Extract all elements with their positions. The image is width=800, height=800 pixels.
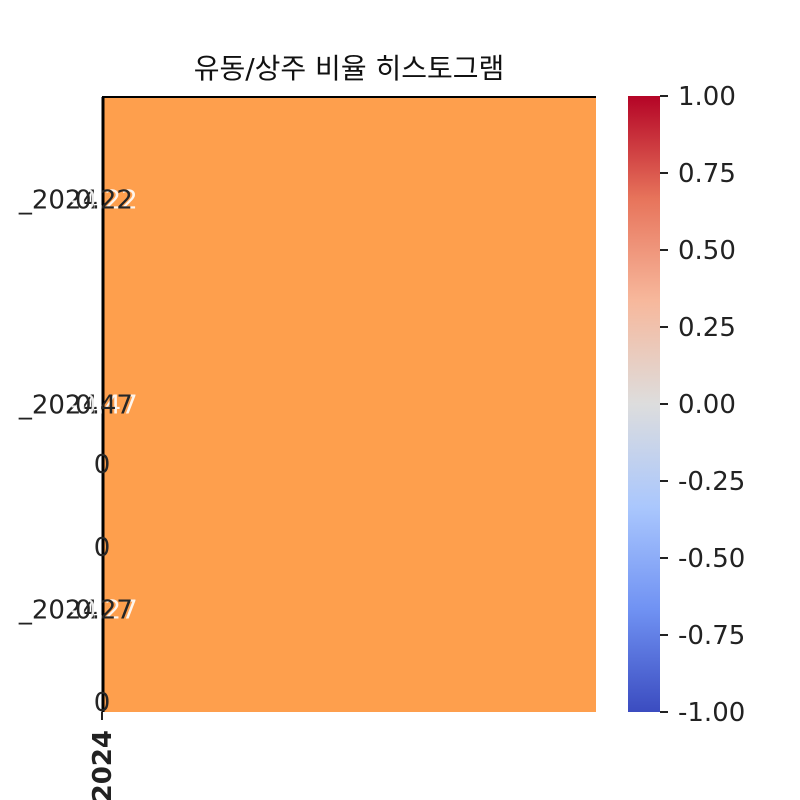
colorbar-tick-label: -0.50 [678,544,745,574]
stray-annotation: 0 [94,688,111,718]
cell-annotation-light: -0.47 [70,391,137,421]
heatmap-cell [102,97,596,712]
colorbar-tick-label: 0.00 [678,390,736,420]
x-axis-ticks: 2024 [88,712,118,800]
y-tick-label: _2024 [18,186,98,216]
colorbar-tick-label: 0.25 [678,313,736,343]
x-tick-label: 2024 [88,730,118,800]
y-tick-label: _2024 [18,596,98,626]
colorbar-tick-label: -0.75 [678,621,745,651]
colorbar-tick-label: 1.00 [678,82,736,112]
stray-annotation: 0 [94,533,111,563]
cell-annotation: 0.47 [75,391,133,421]
stray-annotation: 0 [94,450,111,480]
y-tick-label: _2024 [18,391,98,421]
y-axis-ticks: _2024 _2024 _2024 [18,186,98,626]
cell-annotation: 0.27 [75,596,133,626]
colorbar-gradient [628,96,660,712]
cell-annotation-light: -0.27 [70,596,137,626]
colorbar-tick-label: -1.00 [678,698,745,728]
heatmap-cells [101,96,596,712]
cell-annotation-light: -0.22 [70,186,137,216]
cell-annotations: -0.220.22 -0.470.47 -0.270.27 0 0 0 [70,186,137,719]
chart-title: 유동/상주 비율 히스토그램 [194,52,505,85]
colorbar-tick-label: 0.75 [678,159,736,189]
colorbar-tick-label: -0.25 [678,467,745,497]
colorbar-tick-label: 0.50 [678,236,736,266]
cell-annotation: 0.22 [75,186,133,216]
colorbar: 1.00 0.75 0.50 0.25 0.00 -0.25 -0.50 -0.75 -1.00 [628,82,745,728]
